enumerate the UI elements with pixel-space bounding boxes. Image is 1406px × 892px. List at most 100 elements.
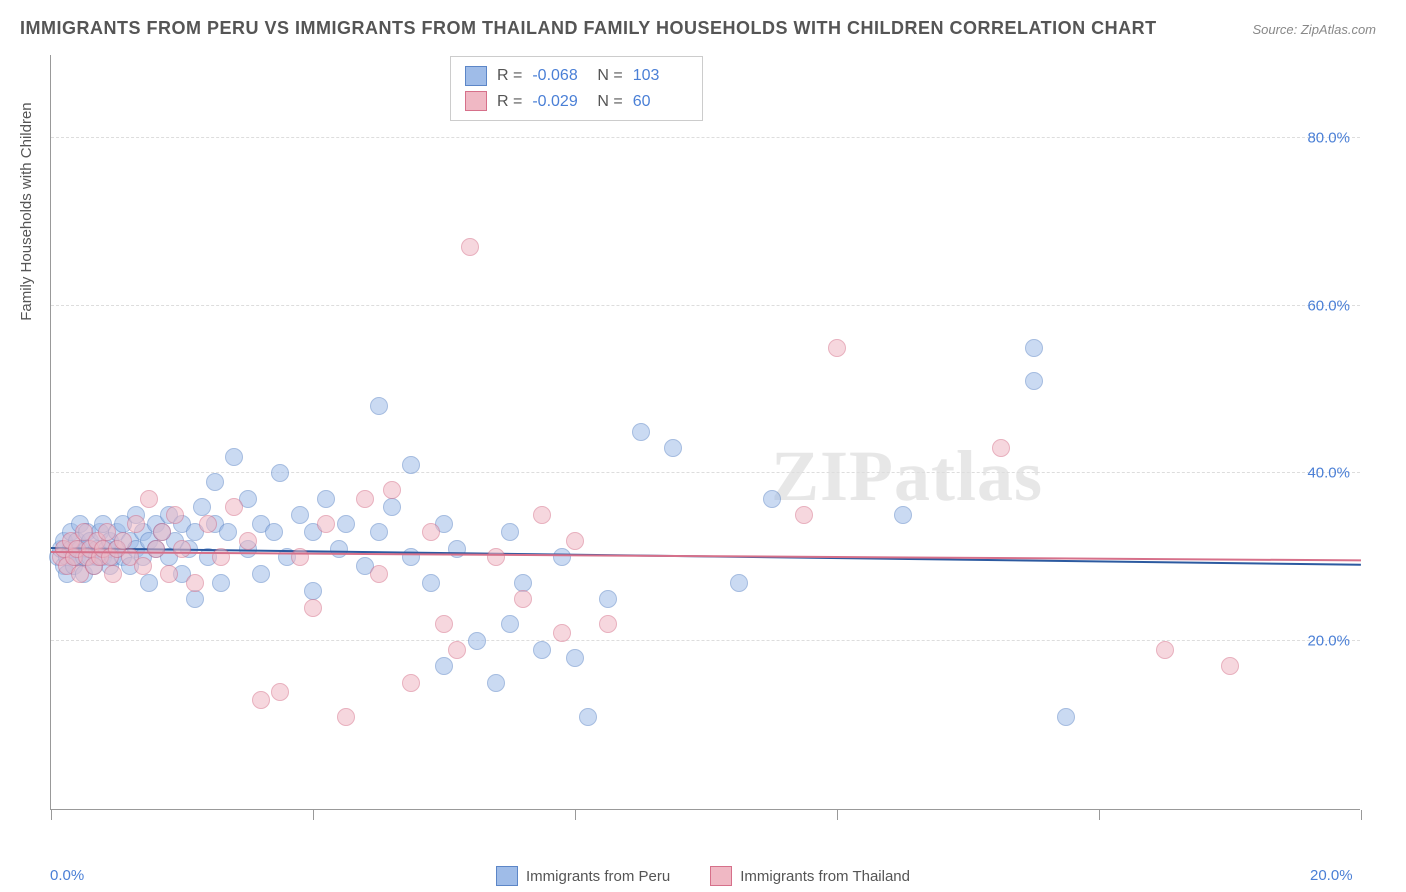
scatter-point (514, 590, 532, 608)
gridline (51, 137, 1360, 138)
n-value-thailand: 60 (633, 89, 688, 115)
scatter-point (271, 464, 289, 482)
scatter-point (317, 490, 335, 508)
scatter-point (763, 490, 781, 508)
scatter-point (104, 565, 122, 583)
scatter-point (140, 490, 158, 508)
scatter-point (533, 641, 551, 659)
scatter-point (370, 523, 388, 541)
n-label: N = (597, 89, 622, 115)
scatter-point (219, 523, 237, 541)
scatter-point (579, 708, 597, 726)
scatter-point (566, 532, 584, 550)
scatter-point (239, 532, 257, 550)
scatter-point (383, 481, 401, 499)
scatter-point (383, 498, 401, 516)
scatter-point (795, 506, 813, 524)
chart-title: IMMIGRANTS FROM PERU VS IMMIGRANTS FROM … (20, 18, 1157, 39)
legend-swatch-peru (496, 866, 518, 886)
scatter-point (501, 615, 519, 633)
scatter-point (317, 515, 335, 533)
scatter-point (114, 532, 132, 550)
scatter-point (1025, 339, 1043, 357)
scatter-point (435, 657, 453, 675)
swatch-thailand (465, 91, 487, 111)
scatter-point (487, 548, 505, 566)
y-tick-label: 60.0% (1307, 297, 1350, 314)
x-tick-mark (51, 810, 52, 820)
scatter-point (422, 574, 440, 592)
legend-item-thailand: Immigrants from Thailand (710, 866, 910, 886)
stats-row-thailand: R = -0.029 N = 60 (465, 89, 688, 115)
source-attribution: Source: ZipAtlas.com (1252, 22, 1376, 37)
scatter-point (291, 506, 309, 524)
scatter-point (252, 565, 270, 583)
scatter-plot-area: ZIPatlas 20.0%40.0%60.0%80.0% (50, 55, 1360, 810)
legend-item-peru: Immigrants from Peru (496, 866, 670, 886)
scatter-point (828, 339, 846, 357)
r-label: R = (497, 89, 522, 115)
x-tick-mark (313, 810, 314, 820)
scatter-point (212, 574, 230, 592)
y-tick-label: 40.0% (1307, 465, 1350, 482)
scatter-point (599, 590, 617, 608)
scatter-point (212, 548, 230, 566)
n-label: N = (597, 63, 622, 89)
scatter-point (487, 674, 505, 692)
r-value-thailand: -0.029 (532, 89, 587, 115)
scatter-point (553, 624, 571, 642)
r-value-peru: -0.068 (532, 63, 587, 89)
scatter-point (199, 515, 217, 533)
scatter-point (330, 540, 348, 558)
scatter-point (730, 574, 748, 592)
scatter-point (370, 565, 388, 583)
x-tick-mark (1099, 810, 1100, 820)
scatter-point (193, 498, 211, 516)
gridline (51, 305, 1360, 306)
scatter-point (98, 523, 116, 541)
scatter-point (356, 490, 374, 508)
n-value-peru: 103 (633, 63, 688, 89)
scatter-point (461, 238, 479, 256)
scatter-point (566, 649, 584, 667)
scatter-point (632, 423, 650, 441)
scatter-point (1025, 372, 1043, 390)
scatter-point (1221, 657, 1239, 675)
y-axis-label: Family Households with Children (18, 102, 35, 320)
scatter-point (370, 397, 388, 415)
scatter-point (304, 599, 322, 617)
scatter-point (402, 674, 420, 692)
legend: Immigrants from Peru Immigrants from Tha… (0, 866, 1406, 886)
scatter-point (186, 590, 204, 608)
scatter-point (533, 506, 551, 524)
scatter-point (265, 523, 283, 541)
scatter-point (160, 565, 178, 583)
scatter-point (402, 456, 420, 474)
scatter-point (271, 683, 289, 701)
scatter-point (422, 523, 440, 541)
scatter-point (664, 439, 682, 457)
scatter-point (147, 540, 165, 558)
scatter-point (304, 582, 322, 600)
scatter-point (127, 515, 145, 533)
scatter-point (291, 548, 309, 566)
scatter-point (435, 615, 453, 633)
scatter-point (468, 632, 486, 650)
scatter-point (153, 523, 171, 541)
scatter-point (186, 574, 204, 592)
scatter-point (1156, 641, 1174, 659)
scatter-point (225, 498, 243, 516)
scatter-point (134, 557, 152, 575)
scatter-point (206, 473, 224, 491)
scatter-point (166, 506, 184, 524)
legend-label-thailand: Immigrants from Thailand (740, 868, 910, 885)
scatter-point (252, 691, 270, 709)
swatch-peru (465, 66, 487, 86)
scatter-point (501, 523, 519, 541)
scatter-point (337, 708, 355, 726)
scatter-point (1057, 708, 1075, 726)
stats-row-peru: R = -0.068 N = 103 (465, 63, 688, 89)
r-label: R = (497, 63, 522, 89)
scatter-point (992, 439, 1010, 457)
x-tick-mark (837, 810, 838, 820)
